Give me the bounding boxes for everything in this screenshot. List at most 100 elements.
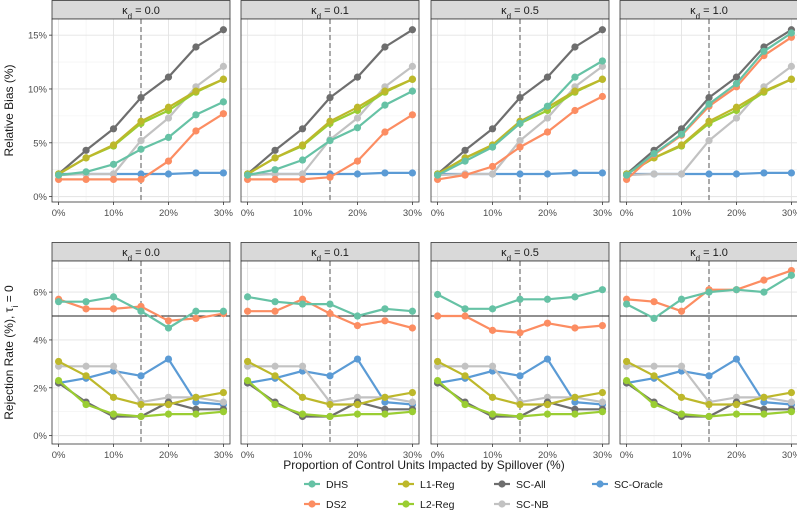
data-point-dhs [109, 293, 118, 301]
data-point-dhs [650, 314, 658, 323]
data-point-l2-reg [516, 412, 524, 421]
data-point-dhs [433, 290, 442, 299]
data-point-dhs [760, 288, 768, 296]
data-point-sc-nb [271, 362, 279, 370]
panel-bias-2: κd = 0.1 0% 10% 20% 30% [240, 0, 422, 219]
data-point-l1-reg [571, 393, 579, 401]
panel-border [619, 260, 797, 445]
series-l1-reg [54, 75, 228, 178]
data-point-ds2 [677, 307, 686, 315]
data-point-sc-nb [298, 170, 307, 178]
series-l2-reg [54, 377, 228, 421]
data-point-l1-reg [516, 400, 524, 409]
data-point-dhs [271, 166, 279, 174]
data-point-ds2 [461, 312, 469, 320]
data-point-l1-reg [705, 400, 713, 409]
x-tick-label: 0% [620, 208, 634, 219]
legend-label: SC-All [516, 479, 546, 491]
data-point-l1-reg [243, 357, 252, 366]
data-point-sc-all [598, 26, 607, 34]
y-tick-label: 2% [33, 383, 47, 394]
data-point-l1-reg [408, 75, 417, 83]
data-point-l2-reg [164, 410, 173, 418]
data-point-l2-reg [137, 412, 145, 421]
data-point-l2-reg [381, 410, 389, 418]
data-point-ds2 [381, 317, 389, 325]
data-point-sc-nb [82, 362, 90, 370]
data-point-ds2 [516, 143, 524, 151]
data-point-sc-nb [488, 362, 497, 370]
data-point-sc-oracle [137, 372, 145, 380]
data-point-ds2 [598, 92, 607, 101]
legend-key-point [402, 480, 410, 488]
x-tick-label: 20% [159, 208, 179, 219]
data-point-sc-nb [650, 170, 658, 178]
panel-rejection-3: κd = 0.5 0% 10% 20% 30% [430, 242, 612, 461]
data-point-sc-nb [219, 398, 228, 406]
row-bias: Relative Bias (%) κd = 0.0 0% 10% 20% 30% 0% 5%… [2, 0, 797, 219]
data-point-sc-nb [353, 114, 362, 122]
y-tick-label: 0% [33, 192, 47, 203]
data-point-dhs [298, 300, 307, 308]
data-point-dhs [598, 57, 607, 65]
data-point-l1-reg [433, 357, 442, 366]
data-point-dhs [571, 73, 579, 81]
panel-bias-3: κd = 0.5 0% 10% 20% 30% [430, 0, 612, 219]
data-point-ds2 [433, 312, 442, 320]
data-point-ds2 [137, 175, 145, 183]
data-point-dhs [461, 157, 469, 165]
data-point-sc-all [381, 43, 389, 51]
data-point-ds2 [109, 175, 118, 183]
data-point-ds2 [82, 175, 90, 183]
panel-rejection-2: κd = 0.1 0% 10% 20% 30% [240, 242, 422, 461]
facet-strip-label: κd = 1.0 [690, 247, 728, 263]
data-point-dhs [787, 29, 796, 37]
data-point-l1-reg [353, 103, 362, 111]
data-point-l1-reg [677, 141, 686, 149]
data-point-dhs [326, 300, 334, 308]
data-point-ds2 [82, 305, 90, 313]
data-point-ds2 [650, 298, 658, 306]
data-point-sc-all [732, 73, 741, 81]
x-tick-label: 0% [431, 208, 445, 219]
data-point-ds2 [192, 127, 200, 135]
data-point-ds2 [408, 324, 417, 332]
data-point-l1-reg [298, 393, 307, 401]
data-point-sc-all [298, 125, 307, 133]
data-point-l2-reg [732, 410, 741, 418]
facet-strip-label: κd = 0.5 [501, 247, 539, 263]
data-point-l1-reg [353, 400, 362, 409]
x-axis-title: Proportion of Control Units Impacted by … [283, 458, 564, 472]
data-point-sc-oracle [598, 169, 607, 177]
y-tick-label: 6% [33, 288, 47, 299]
data-point-l2-reg [54, 377, 63, 385]
panel-border [430, 18, 610, 203]
data-point-ds2 [353, 157, 362, 165]
panel-border [51, 260, 231, 445]
data-point-dhs [677, 295, 686, 303]
data-point-ds2 [516, 329, 524, 337]
data-point-l2-reg [192, 410, 200, 418]
data-point-sc-oracle [326, 372, 334, 380]
x-tick-label: 10% [672, 208, 692, 219]
data-point-sc-all [271, 146, 279, 154]
data-point-l1-reg [192, 87, 200, 95]
data-point-ds2 [543, 128, 552, 136]
data-point-l1-reg [488, 393, 497, 401]
series-dhs [433, 286, 607, 313]
x-tick-label: 0% [241, 450, 255, 461]
data-point-l1-reg [82, 372, 90, 380]
data-point-dhs [571, 293, 579, 301]
data-point-sc-all [408, 26, 417, 34]
data-point-sc-oracle [516, 372, 524, 380]
data-point-l2-reg [488, 410, 497, 418]
y-tick-label: 0% [33, 431, 47, 442]
data-point-l1-reg [298, 141, 307, 149]
data-point-ds2 [598, 321, 607, 330]
data-point-dhs [54, 298, 63, 306]
legend-label: DHS [326, 479, 348, 491]
data-point-l1-reg [137, 400, 145, 409]
panel-bias-1: κd = 0.0 0% 10% 20% 30% 0% 5% 10% 15% [28, 0, 233, 219]
